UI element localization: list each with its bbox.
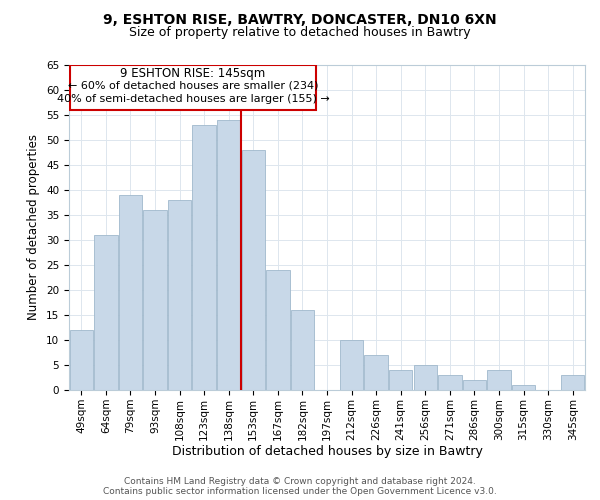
Bar [217,120,241,390]
Bar [512,385,535,390]
Bar [94,235,118,390]
FancyBboxPatch shape [70,65,316,110]
Text: 9 ESHTON RISE: 145sqm: 9 ESHTON RISE: 145sqm [121,67,266,80]
Text: 40% of semi-detached houses are larger (155) →: 40% of semi-detached houses are larger (… [57,94,329,104]
Text: ← 60% of detached houses are smaller (234): ← 60% of detached houses are smaller (23… [68,81,319,91]
Bar [438,375,461,390]
Bar [561,375,584,390]
Text: Contains public sector information licensed under the Open Government Licence v3: Contains public sector information licen… [103,486,497,496]
Bar [291,310,314,390]
Bar [143,210,167,390]
Bar [266,270,290,390]
Bar [242,150,265,390]
Bar [364,355,388,390]
Text: Size of property relative to detached houses in Bawtry: Size of property relative to detached ho… [129,26,471,39]
Bar [389,370,412,390]
Bar [413,365,437,390]
Text: Contains HM Land Registry data © Crown copyright and database right 2024.: Contains HM Land Registry data © Crown c… [124,476,476,486]
Bar [340,340,363,390]
Bar [487,370,511,390]
Bar [119,195,142,390]
Bar [70,330,93,390]
Bar [168,200,191,390]
Y-axis label: Number of detached properties: Number of detached properties [28,134,40,320]
Bar [463,380,486,390]
Text: 9, ESHTON RISE, BAWTRY, DONCASTER, DN10 6XN: 9, ESHTON RISE, BAWTRY, DONCASTER, DN10 … [103,12,497,26]
X-axis label: Distribution of detached houses by size in Bawtry: Distribution of detached houses by size … [172,446,482,458]
Bar [193,125,216,390]
